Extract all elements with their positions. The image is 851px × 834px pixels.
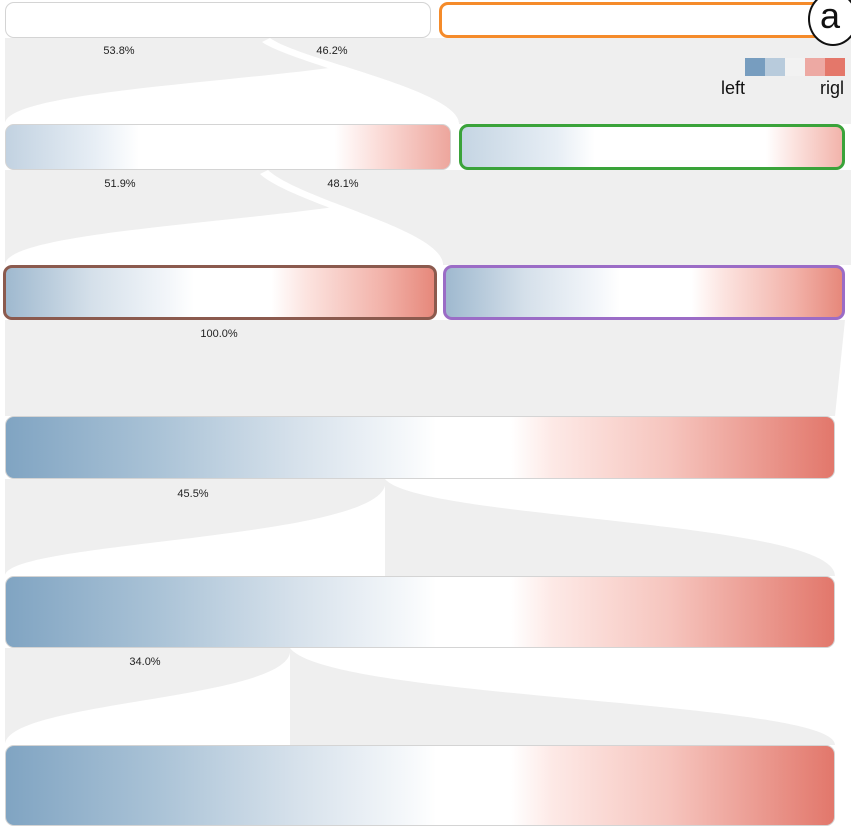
panel-badge-label: a <box>820 0 841 36</box>
node-level2-right-green[interactable] <box>459 124 845 170</box>
panel-badge: a <box>808 0 851 46</box>
legend-swatch <box>765 58 785 76</box>
node-level3-right-purple[interactable] <box>443 265 845 320</box>
node-level1-left[interactable] <box>5 2 431 38</box>
node-level6[interactable] <box>5 745 835 826</box>
percent-label: 100.0% <box>200 328 238 340</box>
legend-swatch <box>825 58 845 76</box>
node-level3-left-brown[interactable] <box>3 265 437 320</box>
flow-link <box>5 648 291 745</box>
flow-link <box>5 479 386 576</box>
flow-link <box>5 320 845 416</box>
legend-left-label: left <box>721 78 746 98</box>
legend-right-label: rigl <box>820 78 845 98</box>
node-level4[interactable] <box>5 416 835 479</box>
legend-swatch <box>745 58 765 76</box>
node-level5[interactable] <box>5 576 835 648</box>
percent-label: 45.5% <box>177 488 209 500</box>
percent-label: 51.9% <box>104 178 136 190</box>
node-level2-left[interactable] <box>5 124 451 170</box>
legend-swatch <box>785 58 805 76</box>
percent-label: 48.1% <box>327 178 359 190</box>
flow-link <box>290 648 835 745</box>
percent-label: 34.0% <box>129 656 161 668</box>
flow-link <box>385 479 835 576</box>
node-level1-right-orange[interactable] <box>439 2 851 38</box>
percent-label: 46.2% <box>316 45 348 57</box>
percent-label: 53.8% <box>103 45 135 57</box>
flow-link <box>270 38 851 124</box>
legend-swatch <box>805 58 825 76</box>
flow-link <box>268 170 851 265</box>
